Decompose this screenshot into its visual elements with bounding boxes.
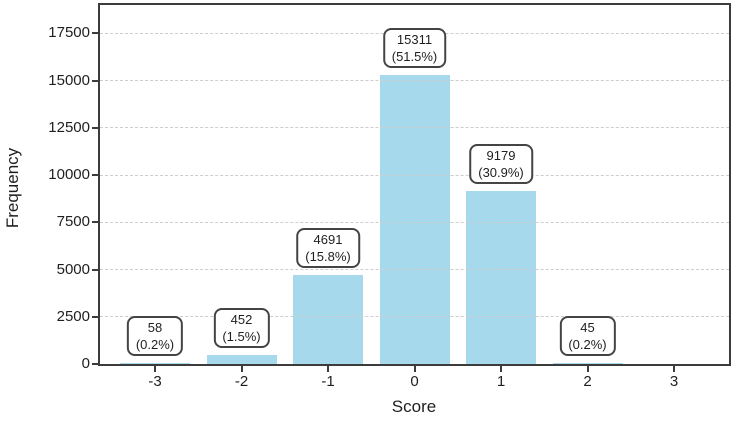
x-tick-mark: [500, 366, 502, 372]
bar: [552, 363, 623, 364]
bar-count: 452: [230, 312, 253, 327]
bar-value-label: 45 (0.2%): [559, 316, 616, 356]
bar-count: 45: [580, 320, 595, 335]
bar-percent: (0.2%): [135, 337, 175, 352]
y-tick-label: 2500: [56, 307, 90, 325]
bar-percent: (1.5%): [222, 329, 261, 344]
gridline: [100, 80, 729, 82]
x-tick-label: 3: [669, 373, 679, 390]
y-tick-label: 5000: [56, 260, 90, 278]
bar-value-label: 15311 (51.5%): [382, 28, 447, 68]
y-tick-label: 17500: [48, 24, 90, 42]
x-tick-mark: [327, 366, 329, 372]
y-tick-mark: [92, 315, 98, 318]
y-axis-title: Frequency: [3, 147, 22, 229]
plot-area: 0 2500 5000 7500 10000 12500 15000 17500 -3 58 (0.…: [48, 3, 731, 390]
bar-percent: (0.2%): [568, 337, 607, 352]
bar: [466, 191, 536, 364]
x-tick-mark: [154, 366, 156, 372]
gridline: [100, 174, 729, 176]
y-tick-label: 10000: [48, 166, 90, 184]
y-tick-mark: [92, 174, 98, 177]
gridline: [100, 221, 729, 223]
x-tick-label: 0: [410, 373, 419, 390]
y-tick-mark: [92, 32, 98, 35]
bar: [379, 75, 450, 364]
bar: [120, 363, 190, 364]
y-tick-mark: [92, 363, 98, 365]
y-tick-mark: [92, 79, 98, 82]
y-tick-mark: [92, 221, 98, 224]
x-tick-mark: [240, 366, 243, 372]
bar-percent: (30.9%): [478, 165, 524, 180]
y-tick-mark: [92, 268, 98, 271]
gridline: [100, 127, 729, 129]
gridline: [100, 316, 729, 318]
bar-count: 15311: [396, 32, 433, 47]
bar: [293, 275, 363, 364]
bar-count: 9179: [486, 148, 516, 163]
x-axis-title: Score: [391, 397, 437, 416]
bar-percent: (15.8%): [305, 249, 351, 264]
y-tick-label: 7500: [56, 213, 90, 231]
y-tick-mark: [92, 126, 98, 129]
x-tick-label: -3: [148, 373, 162, 390]
y-tick-label: 15000: [48, 71, 90, 89]
x-tick-label: 2: [583, 373, 592, 390]
x-tick-label: -2: [234, 373, 249, 390]
bar-percent: (51.5%): [391, 49, 438, 64]
gridline: [100, 269, 729, 271]
bar-count: 58: [147, 320, 163, 335]
x-tick-mark: [673, 366, 675, 372]
bar-count: 4691: [313, 232, 343, 247]
bar-value-label: 9179 (30.9%): [469, 144, 533, 184]
x-tick-mark: [586, 366, 589, 372]
bar-value-label: 58 (0.2%): [126, 316, 184, 356]
y-tick-label: 0: [81, 355, 90, 372]
x-tick-mark: [413, 366, 416, 372]
x-tick-label: -1: [321, 373, 335, 390]
bar: [206, 355, 277, 364]
bar-value-label: 4691 (15.8%): [296, 228, 360, 268]
x-tick-label: 1: [496, 373, 506, 390]
bar-value-label: 452 (1.5%): [213, 308, 270, 348]
y-tick-label: 12500: [48, 118, 90, 136]
